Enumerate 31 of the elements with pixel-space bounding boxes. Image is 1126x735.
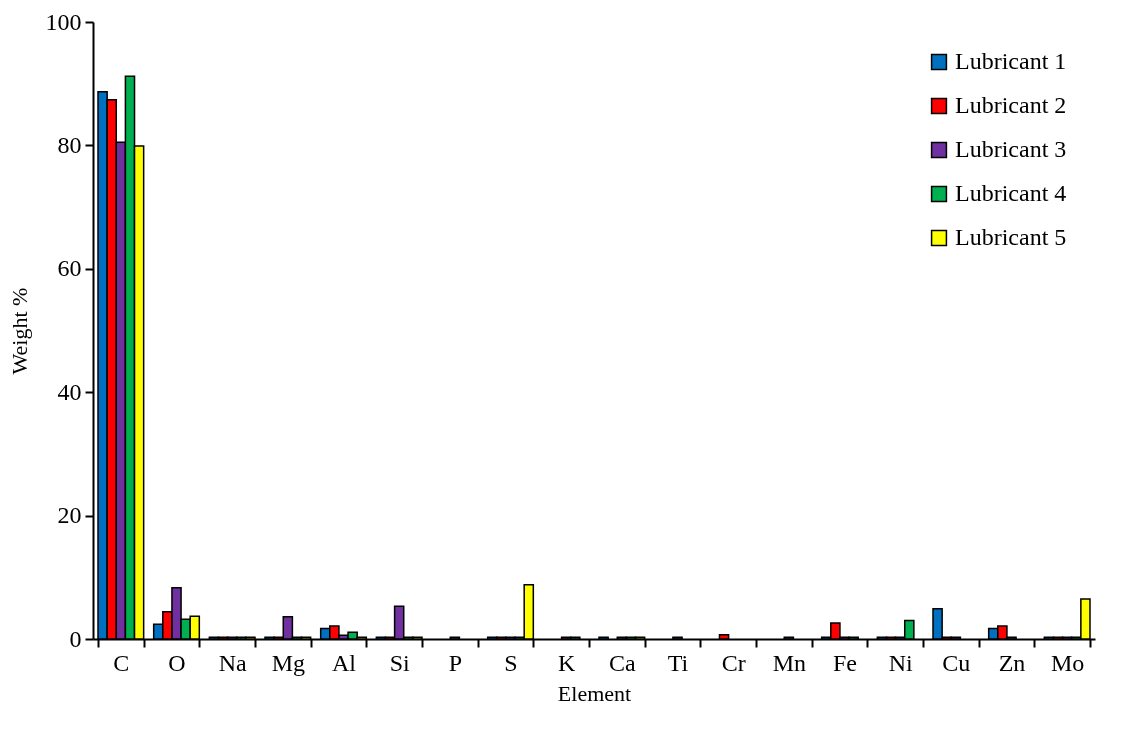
y-tick-label: 40: [57, 378, 82, 405]
x-axis-title: Element: [557, 680, 632, 706]
x-tick-label: Cu: [942, 649, 971, 676]
x-tick-label: S: [504, 649, 518, 676]
y-axis-title: Weight %: [6, 287, 32, 375]
y-tick-label: 60: [57, 255, 82, 282]
x-tick-label: Si: [389, 649, 411, 676]
x-tick-label: Cr: [721, 649, 746, 676]
legend-label: Lubricant 4: [955, 180, 1067, 206]
y-tick-label: 0: [69, 625, 82, 652]
x-tick-label: P: [448, 649, 463, 676]
x-tick-label: Ni: [888, 649, 913, 676]
legend-label: Lubricant 1: [955, 48, 1067, 74]
x-tick-label: C: [113, 649, 130, 676]
legend-label: Lubricant 5: [955, 224, 1067, 250]
x-tick-label: Zn: [998, 649, 1026, 676]
x-tick-label: O: [168, 649, 186, 676]
x-tick-label: Al: [332, 649, 357, 676]
y-tick-label: 20: [57, 502, 82, 529]
x-tick-label: Mn: [772, 649, 807, 676]
x-tick-label: Ca: [609, 649, 637, 676]
x-tick-label: Fe: [833, 649, 857, 676]
x-tick-label: Mo: [1050, 649, 1085, 676]
x-tick-label: Mg: [271, 649, 306, 676]
y-tick-label: 80: [57, 131, 82, 158]
x-tick-label: Ti: [667, 649, 689, 676]
legend-label: Lubricant 2: [955, 92, 1067, 118]
x-tick-label: K: [557, 649, 576, 676]
legend-label: Lubricant 3: [955, 136, 1067, 162]
y-tick-label: 100: [45, 8, 82, 35]
x-tick-label: Na: [218, 649, 248, 676]
